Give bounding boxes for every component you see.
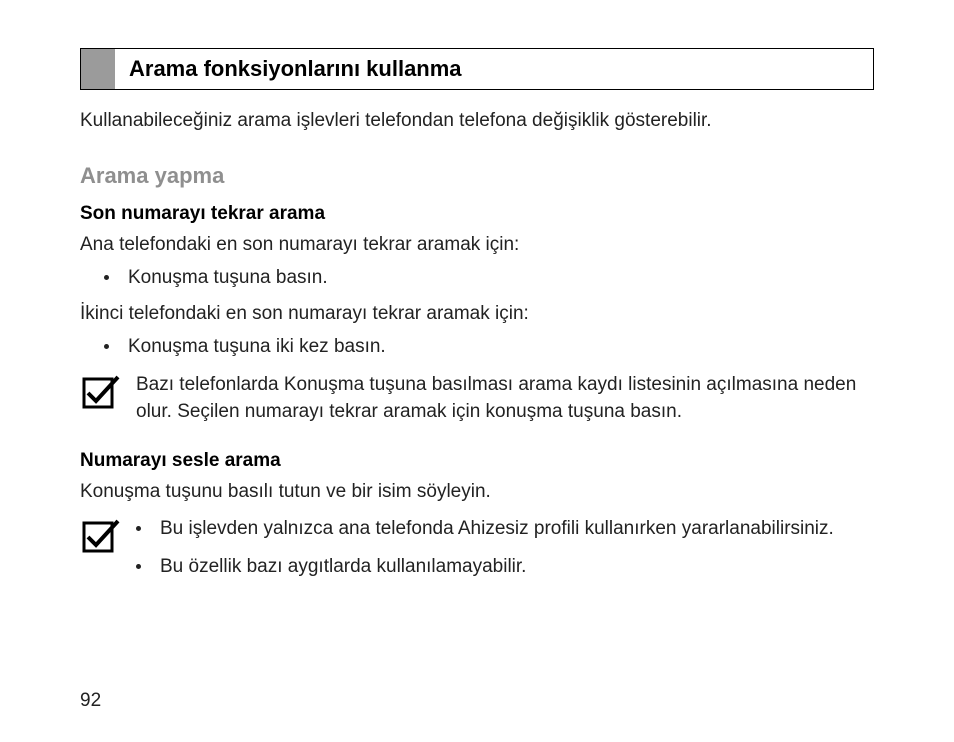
- list-item: Konuşma tuşuna iki kez basın.: [104, 333, 874, 361]
- voicedial-note-content: Bu işlevden yalnızca ana telefonda Ahize…: [128, 515, 874, 590]
- header-square: [81, 49, 115, 89]
- redial-note-text: Bazı telefonlarda Konuşma tuşuna basılma…: [128, 371, 874, 426]
- voicedial-note-block: Bu işlevden yalnızca ana telefonda Ahize…: [80, 515, 874, 590]
- checkbox-icon: [80, 517, 128, 557]
- section-heading: Arama yapma: [80, 163, 874, 189]
- section-header-bar: Arama fonksiyonlarını kullanma: [80, 48, 874, 90]
- redial-secondary-list: Konuşma tuşuna iki kez basın.: [80, 333, 874, 361]
- list-item: Bu özellik bazı aygıtlarda kullanılamaya…: [136, 553, 874, 581]
- checkbox-icon: [80, 373, 128, 413]
- redial-primary-intro: Ana telefondaki en son numarayı tekrar a…: [80, 231, 874, 259]
- redial-primary-list: Konuşma tuşuna basın.: [80, 264, 874, 292]
- redial-note-block: Bazı telefonlarda Konuşma tuşuna basılma…: [80, 371, 874, 426]
- voicedial-note-list: Bu işlevden yalnızca ana telefonda Ahize…: [136, 515, 874, 580]
- page-number: 92: [80, 690, 101, 712]
- intro-text: Kullanabileceğiniz arama işlevleri telef…: [80, 108, 874, 135]
- redial-secondary-intro: İkinci telefondaki en son numarayı tekra…: [80, 300, 874, 328]
- header-title: Arama fonksiyonlarını kullanma: [115, 49, 873, 89]
- voicedial-heading: Numarayı sesle arama: [80, 450, 874, 472]
- list-item: Konuşma tuşuna basın.: [104, 264, 874, 292]
- voicedial-intro: Konuşma tuşunu basılı tutun ve bir isim …: [80, 478, 874, 506]
- list-item: Bu işlevden yalnızca ana telefonda Ahize…: [136, 515, 874, 543]
- redial-heading: Son numarayı tekrar arama: [80, 203, 874, 225]
